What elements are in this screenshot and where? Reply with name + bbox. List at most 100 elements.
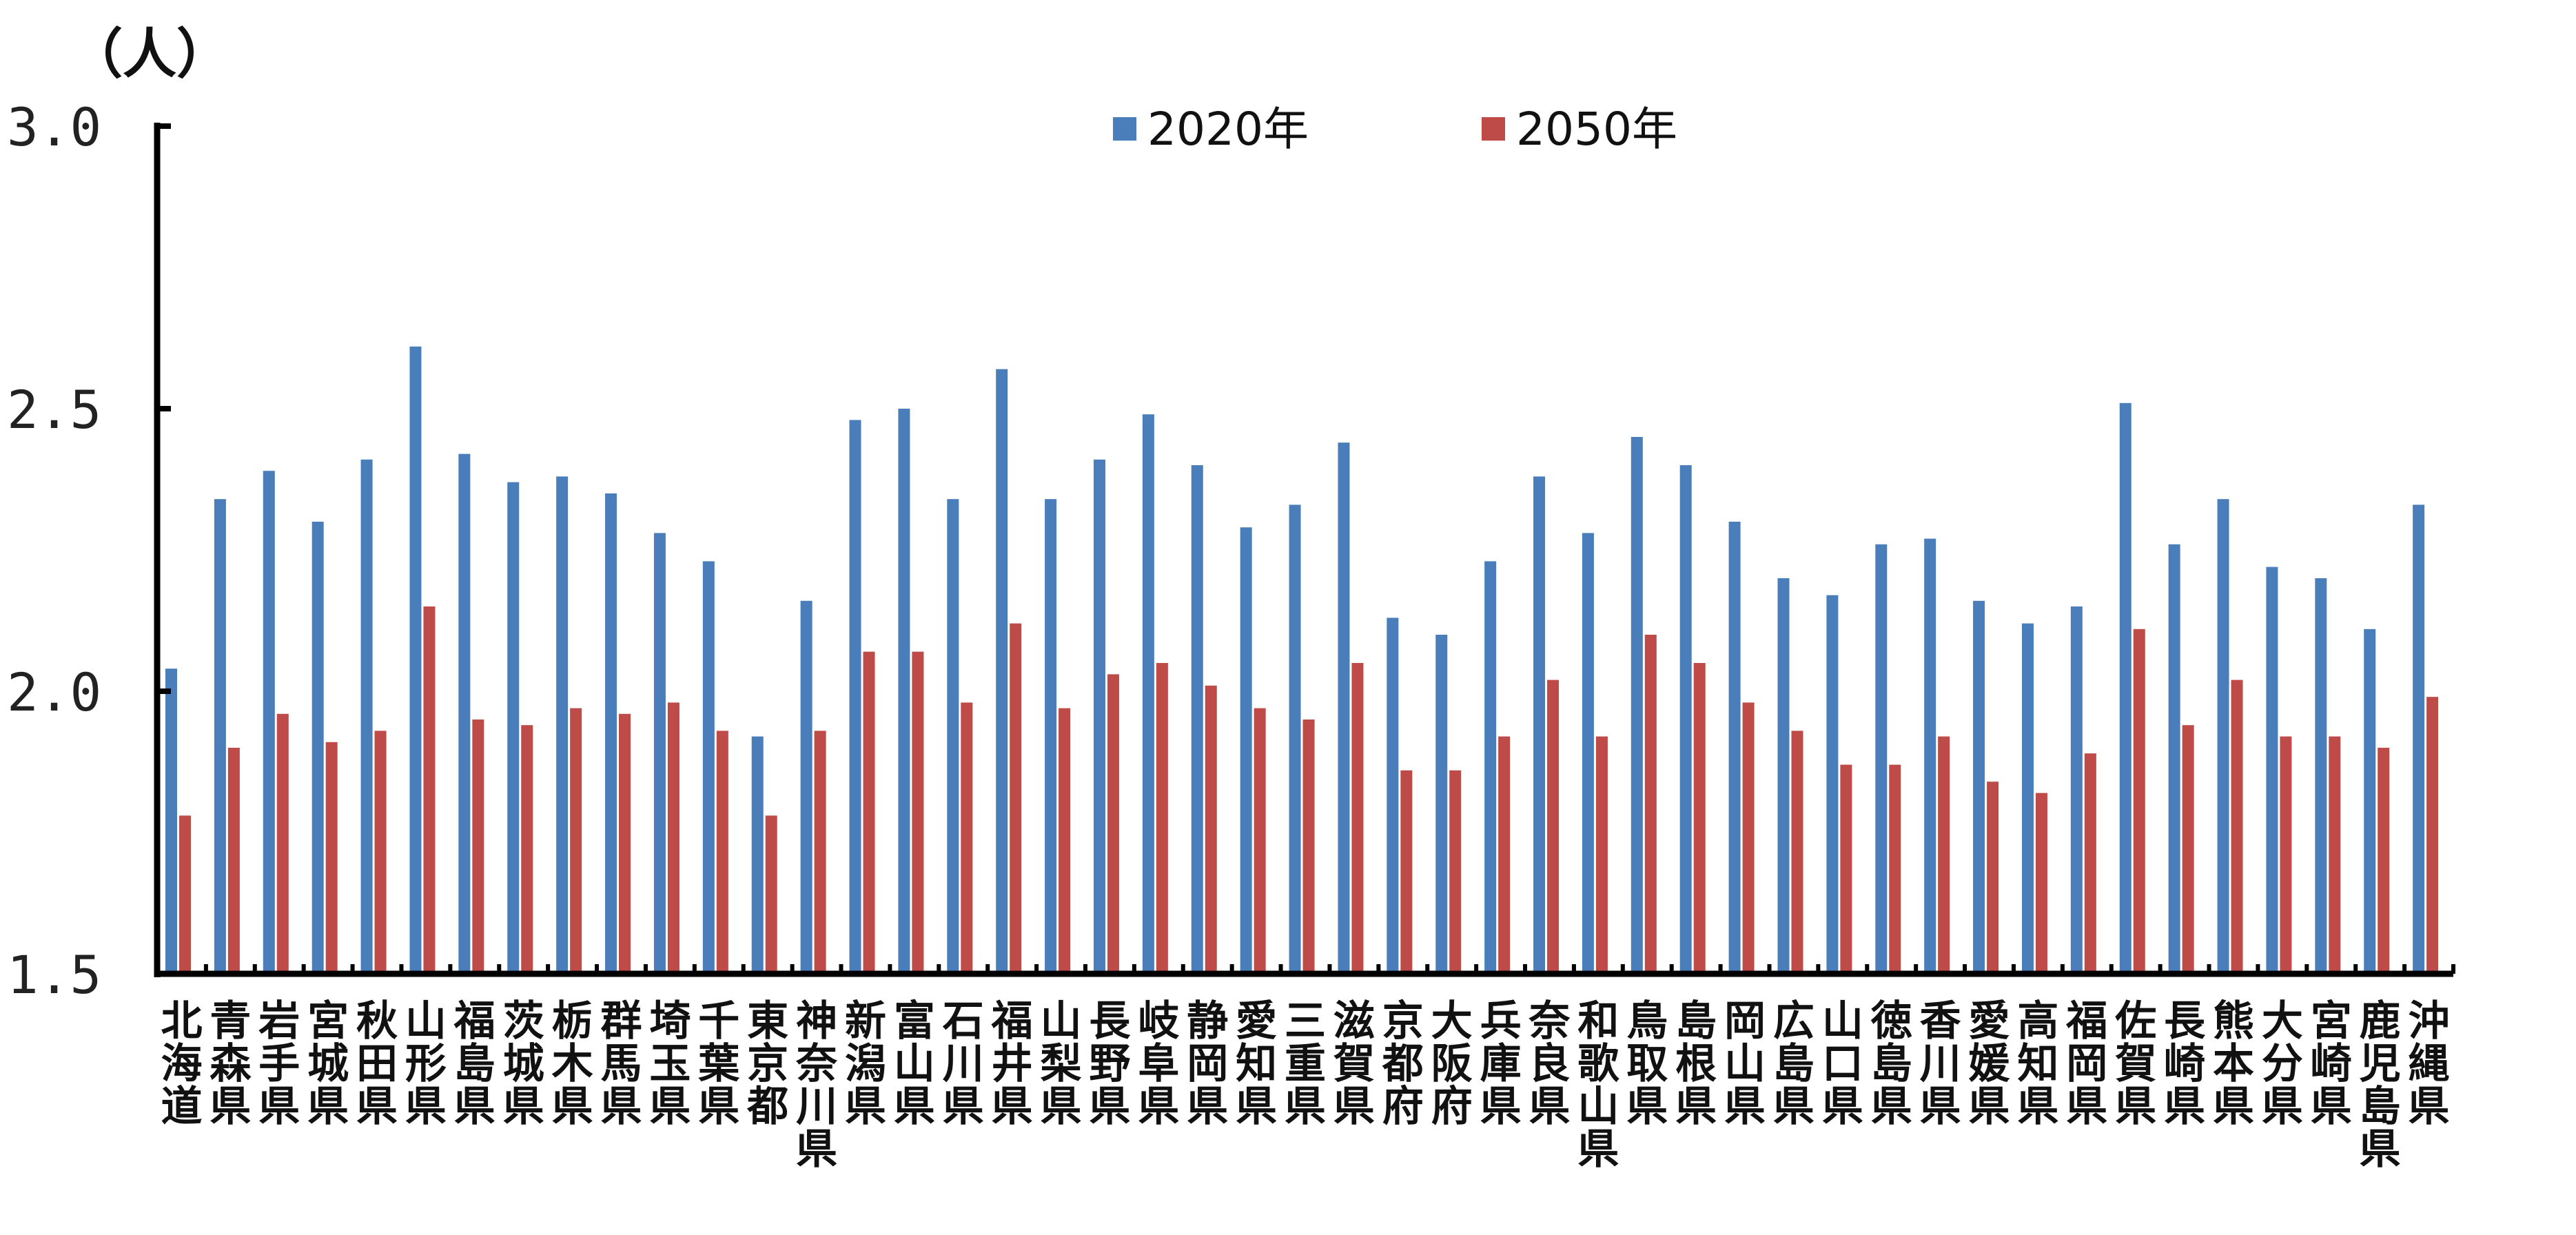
- bar-2050年-大分県: [2280, 736, 2292, 974]
- bar-2020年-神奈川県: [800, 600, 812, 974]
- bar-2020年-山梨県: [1045, 499, 1057, 974]
- x-category-label: 埼玉県: [649, 997, 691, 1131]
- x-category-label: 茨城県: [503, 997, 544, 1131]
- bar-2050年-青森県: [227, 748, 240, 974]
- bar-2050年-福岡県: [2084, 753, 2096, 974]
- x-category-label: 和歌山県: [1577, 997, 1619, 1174]
- bar-2050年-千葉県: [716, 731, 728, 974]
- bar-2050年-鳥取県: [1644, 635, 1657, 974]
- x-category-label: 岩手県: [258, 997, 300, 1131]
- bar-2050年-栃木県: [570, 708, 582, 974]
- legend-label-2020: 2020年: [1147, 103, 1309, 156]
- y-tick-labels: 1.5 2.0 2.5 3.0: [7, 96, 101, 1006]
- x-category-label: 千葉県: [697, 997, 740, 1131]
- x-category-label: 福岡県: [2065, 997, 2107, 1131]
- x-category-label: 岡山県: [1724, 997, 1766, 1131]
- bar-2020年-埼玉県: [653, 533, 666, 974]
- x-category-label: 富山県: [894, 997, 935, 1131]
- x-category-label: 佐賀県: [2114, 997, 2156, 1131]
- bar-2050年-愛知県: [1254, 708, 1266, 974]
- x-category-label: 群馬県: [600, 997, 642, 1131]
- bar-2020年-大分県: [2266, 567, 2278, 974]
- y-axis-unit-label: （人）: [69, 23, 230, 85]
- bar-2020年-奈良県: [1533, 476, 1546, 974]
- bar-2050年-京都府: [1400, 770, 1413, 974]
- x-category-label: 栃木県: [552, 997, 593, 1131]
- x-category-label: 宮崎県: [2311, 997, 2352, 1131]
- bar-2050年-和歌山県: [1595, 736, 1608, 974]
- bar-2020年-栃木県: [556, 476, 569, 974]
- bar-2050年-滋賀県: [1351, 663, 1364, 974]
- bar-2020年-岩手県: [263, 471, 275, 974]
- bar-2020年-島根県: [1679, 465, 1692, 974]
- x-category-label: 京都府: [1382, 997, 1424, 1131]
- bar-2020年-広島県: [1777, 578, 1790, 974]
- bar-2050年-佐賀県: [2133, 629, 2145, 974]
- bar-2050年-山梨県: [1059, 708, 1071, 974]
- x-category-label: 愛媛県: [1969, 997, 2011, 1131]
- x-category-label: 鹿児島県: [2360, 997, 2401, 1174]
- bar-2020年-長崎県: [2168, 544, 2180, 974]
- legend: 2020年 2050年: [1113, 103, 1677, 156]
- legend-swatch-2050: [1482, 117, 1505, 141]
- bar-2050年-岡山県: [1742, 702, 1755, 974]
- bar-2020年-鹿児島県: [2364, 629, 2376, 974]
- x-category-label: 徳島県: [1870, 997, 1912, 1131]
- x-category-label: 長野県: [1089, 997, 1131, 1131]
- bar-2050年-北海道: [179, 815, 191, 974]
- bar-2020年-静岡県: [1191, 465, 1203, 974]
- bar-2020年-石川県: [947, 499, 959, 974]
- bar-2020年-愛知県: [1240, 527, 1252, 974]
- bar-2050年-福島県: [472, 719, 484, 974]
- bar-2050年-新潟県: [863, 651, 875, 974]
- bar-2020年-滋賀県: [1338, 442, 1350, 974]
- y-tick-label-2.5: 2.5: [7, 379, 101, 440]
- x-category-label: 福島県: [453, 997, 495, 1131]
- bar-2050年-埼玉県: [667, 702, 679, 974]
- x-category-label: 東京都: [746, 997, 788, 1131]
- y-tick-label-1.5: 1.5: [7, 944, 101, 1006]
- x-category-label: 山梨県: [1041, 997, 1082, 1131]
- bar-2050年-広島県: [1791, 731, 1803, 974]
- bar-2020年-福島県: [458, 453, 471, 974]
- bar-2020年-沖縄県: [2413, 504, 2425, 974]
- y-tick-label-2.0: 2.0: [7, 662, 101, 723]
- bar-2050年-宮崎県: [2329, 736, 2341, 974]
- bar-2050年-東京都: [765, 815, 777, 974]
- y-tick-label-3.0: 3.0: [7, 96, 101, 158]
- bar-2050年-山口県: [1840, 764, 1852, 974]
- x-category-label: 兵庫県: [1480, 997, 1522, 1131]
- bar-2020年-鳥取県: [1631, 437, 1643, 974]
- bar-2020年-山口県: [1826, 595, 1839, 974]
- bar-2050年-島根県: [1693, 663, 1706, 974]
- bar-2020年-秋田県: [360, 459, 373, 974]
- bar-2050年-富山県: [912, 651, 924, 974]
- bar-2020年-愛媛県: [1973, 600, 1985, 974]
- bar-2020年-富山県: [898, 409, 910, 974]
- bar-2050年-徳島県: [1889, 764, 1901, 974]
- x-category-label: 北海道: [161, 997, 202, 1131]
- x-category-label: 三重県: [1285, 997, 1326, 1131]
- bar-2020年-香川県: [1924, 538, 1936, 974]
- bar-2050年-山形県: [423, 606, 436, 974]
- bar-2050年-群馬県: [619, 713, 631, 974]
- bar-2050年-岩手県: [276, 713, 289, 974]
- bar-2020年-高知県: [2021, 623, 2034, 974]
- x-category-label: 香川県: [1920, 997, 1961, 1131]
- x-category-label: 島根県: [1675, 997, 1717, 1131]
- bar-2020年-福井県: [996, 369, 1008, 974]
- bar-2050年-熊本県: [2231, 680, 2243, 974]
- x-category-labels: 北海道青森県岩手県宮城県秋田県山形県福島県茨城県栃木県群馬県埼玉県千葉県東京都神…: [161, 997, 2449, 1174]
- legend-swatch-2020: [1113, 117, 1136, 141]
- bar-2020年-北海道: [165, 668, 177, 974]
- bar-2050年-長崎県: [2182, 725, 2194, 974]
- bar-2020年-熊本県: [2217, 499, 2229, 974]
- x-category-label: 高知県: [2017, 997, 2058, 1131]
- x-category-label: 神奈川県: [795, 997, 837, 1174]
- bar-2020年-和歌山県: [1582, 533, 1594, 974]
- x-category-label: 滋賀県: [1333, 997, 1375, 1131]
- axes-layer: [154, 123, 2455, 977]
- x-category-label: 福井県: [991, 997, 1033, 1131]
- bar-2020年-岡山県: [1728, 522, 1741, 974]
- bar-2050年-神奈川県: [814, 731, 826, 974]
